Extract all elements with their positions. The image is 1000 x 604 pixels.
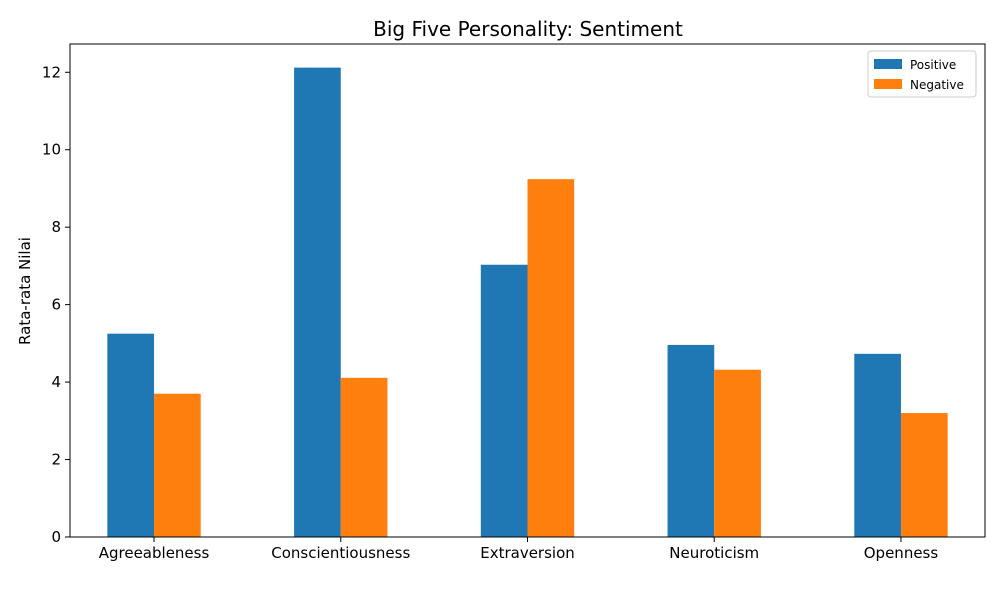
x-tick-label: Neuroticism [669, 544, 759, 562]
x-tick-label: Agreeableness [99, 544, 210, 562]
y-tick-label: 4 [51, 373, 61, 391]
y-axis-label: Rata-rata Nilai [16, 237, 34, 345]
x-tick-label: Extraversion [480, 544, 575, 562]
y-tick-label: 12 [42, 63, 61, 81]
bar-positive-agreeableness [107, 333, 155, 537]
y-tick-label: 6 [51, 296, 61, 314]
bar-positive-neuroticism [667, 344, 715, 537]
y-tick-label: 10 [42, 141, 61, 159]
y-tick-label: 0 [51, 528, 61, 546]
bar-negative-conscientiousness [340, 377, 388, 537]
bar-negative-openness [900, 413, 948, 537]
bar-negative-extraversion [527, 179, 575, 537]
bars-layer [107, 67, 948, 538]
chart-title: Big Five Personality: Sentiment [373, 17, 683, 41]
bar-positive-openness [854, 353, 901, 537]
x-tick-label: Openness [864, 544, 939, 562]
bar-positive-extraversion [480, 264, 528, 537]
y-tick-label: 2 [51, 451, 61, 469]
legend-swatch-negative [874, 79, 902, 89]
bar-negative-agreeableness [154, 393, 201, 537]
bar-negative-neuroticism [714, 369, 761, 537]
legend-swatch-positive [874, 59, 902, 69]
x-tick-label: Conscientiousness [271, 544, 410, 562]
legend: Positive Negative [867, 50, 977, 98]
bar-positive-conscientiousness [294, 67, 341, 538]
axes-layer: 0 2 4 6 8 10 12 Agreeableness Conscientiousness E… [42, 43, 986, 562]
legend-label-negative: Negative [910, 78, 964, 92]
legend-label-positive: Positive [910, 58, 956, 72]
y-tick-label: 8 [51, 218, 61, 236]
